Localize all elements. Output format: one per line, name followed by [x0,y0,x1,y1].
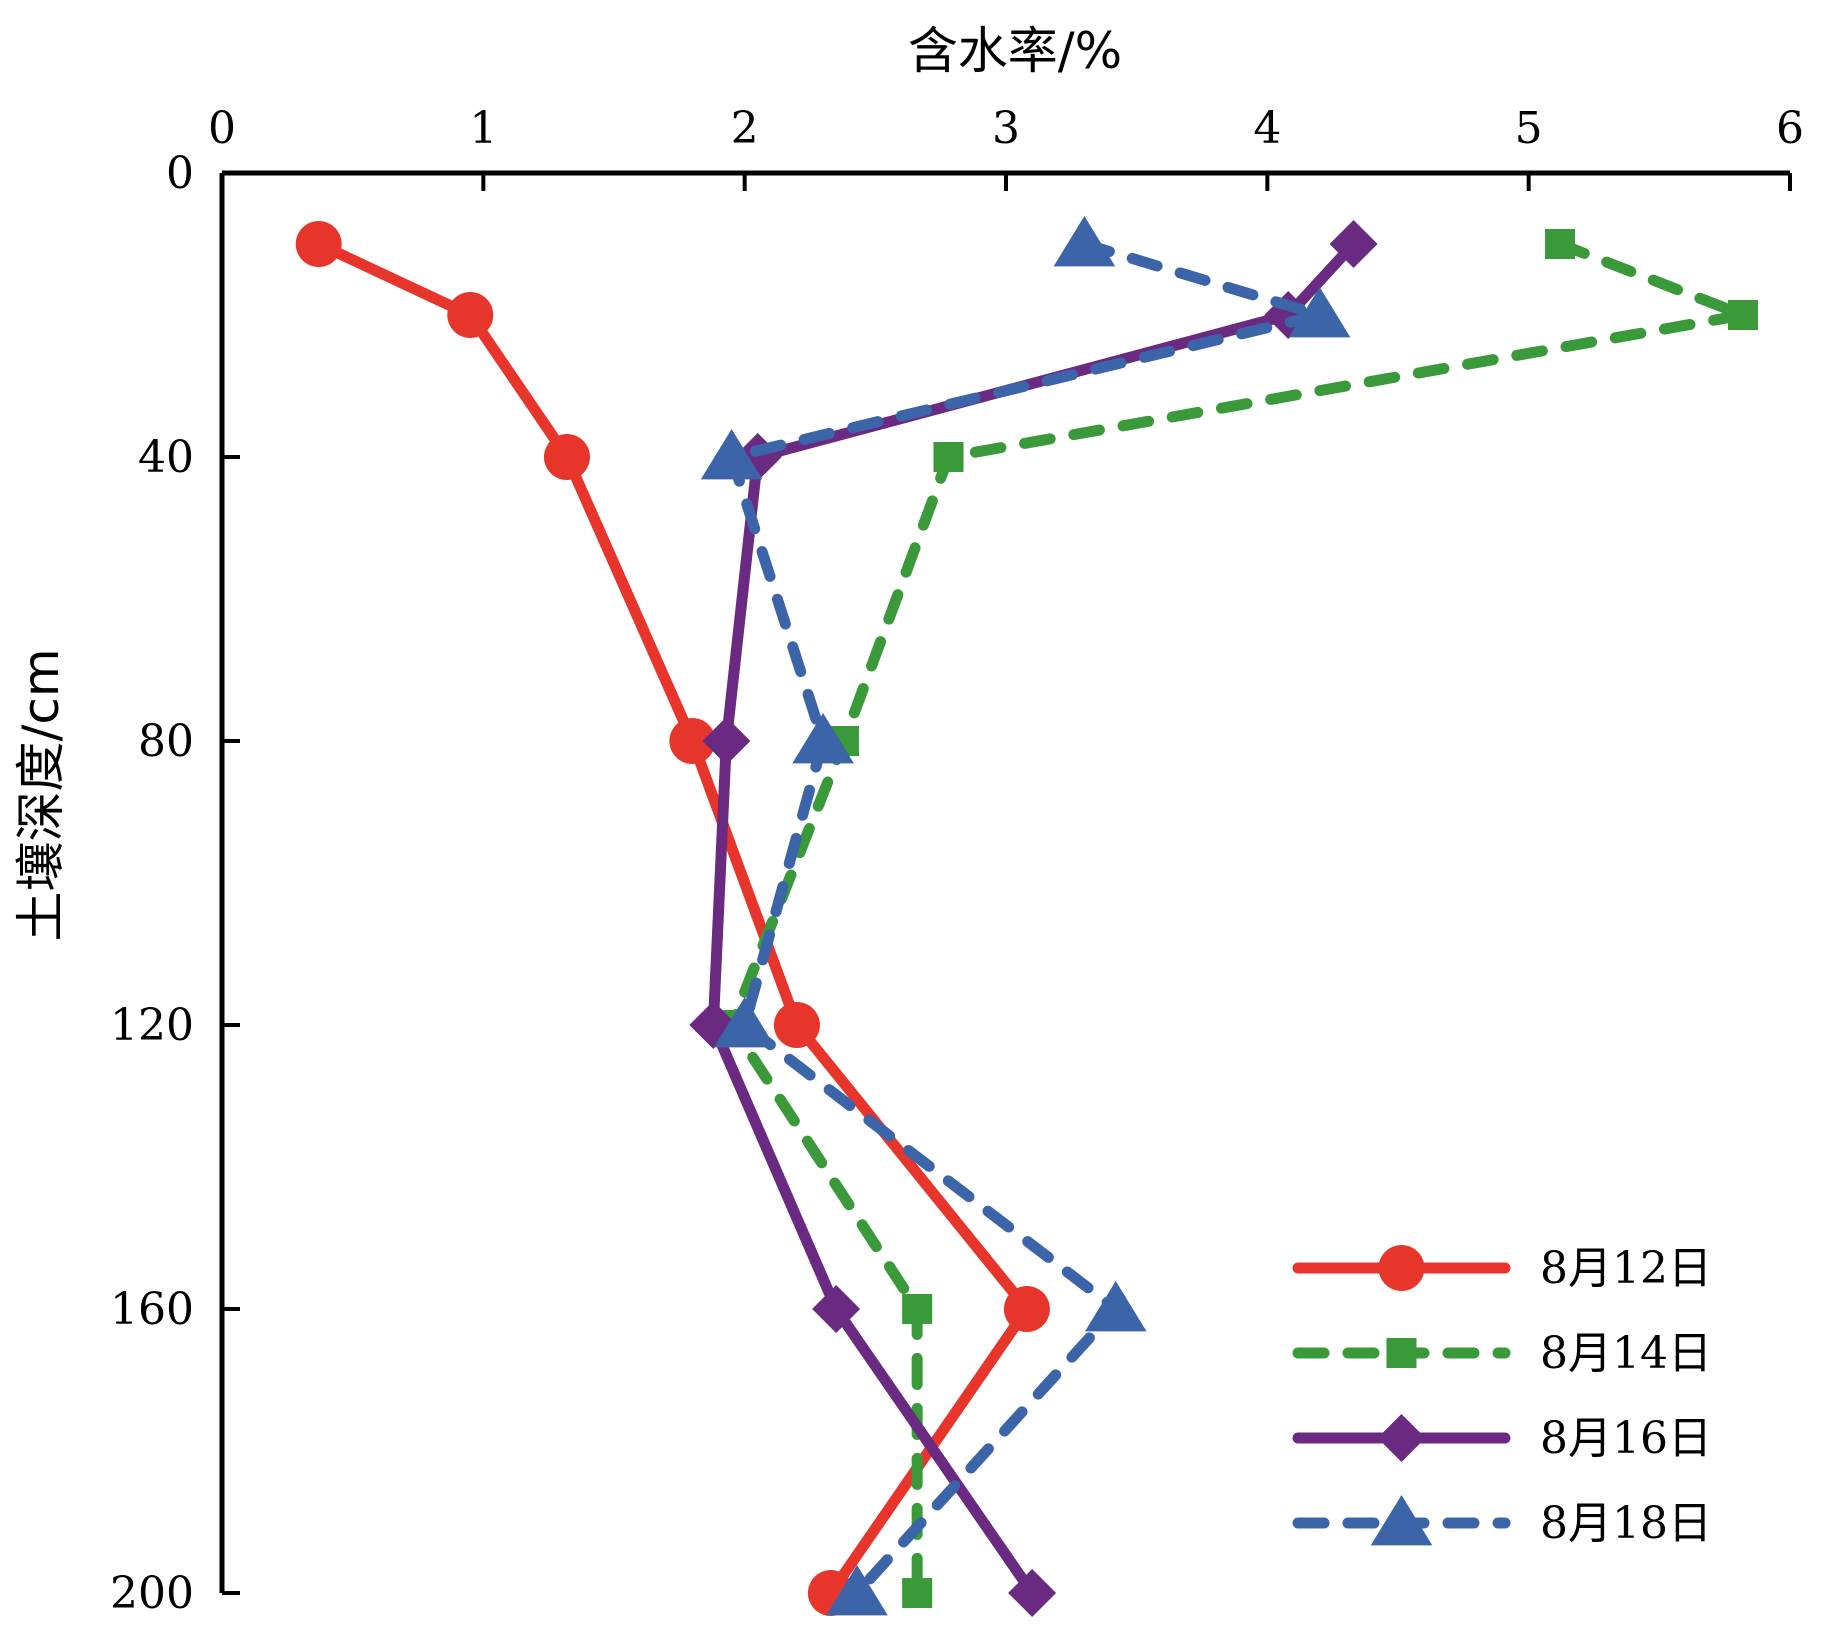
y-tick-label: 40 [138,432,194,483]
series-layer [295,216,1758,1617]
legend-marker [1378,1245,1425,1291]
legend-label: 8月18日 [1540,1498,1712,1549]
series-3 [689,220,1378,1617]
legend-entry: 8月14日 [1292,1328,1712,1379]
data-point [1003,1286,1050,1332]
series-1 [295,221,1050,1616]
legend-marker [1386,1338,1417,1368]
series-line [313,238,1033,1599]
x-tick-label: 3 [992,103,1020,154]
data-point [543,434,590,480]
x-tick-label: 2 [731,103,759,154]
data-point [826,1565,888,1616]
y-tick-label: 200 [110,1568,194,1619]
data-point [1053,216,1116,267]
y-tick-label: 160 [110,1284,194,1335]
data-point [1084,1281,1147,1332]
axes: 0 1 2 3 4 5 6 0 40 80 120 160 200 [110,103,1804,1619]
data-point [700,429,763,480]
data-point [1545,229,1576,259]
y-tick-label: 120 [110,1000,194,1051]
legend-marker [1370,1495,1433,1546]
legend-label: 8月14日 [1540,1328,1712,1379]
data-point [902,1294,933,1324]
legend-marker [1377,1414,1426,1462]
data-point [1288,287,1351,338]
data-point [902,1578,933,1608]
data-point [669,718,716,764]
y-tick-label: 80 [138,716,194,767]
data-point [447,292,494,338]
data-point [933,442,964,472]
series-line [726,238,1749,1599]
data-point [1008,1569,1057,1617]
x-tick-label: 1 [469,103,497,154]
legend-entry: 8月16日 [1292,1413,1712,1464]
data-point [702,717,751,765]
data-point [1727,300,1758,330]
legend-entry: 8月18日 [1292,1495,1712,1549]
series-4 [700,216,1351,1616]
series-2 [716,229,1758,1608]
y-tick-label: 0 [166,148,194,199]
data-point [295,221,342,267]
x-tick-label: 5 [1515,103,1543,154]
data-point [773,1002,820,1048]
x-tick-label: 0 [208,103,236,154]
data-point [1329,220,1378,268]
data-point [792,713,854,764]
x-tick-label: 6 [1776,103,1804,154]
legend-label: 8月16日 [1540,1413,1712,1464]
legend-label: 8月12日 [1540,1243,1712,1294]
legend: 8月12日 8月14日 8月16日 8月18日 [1292,1243,1712,1549]
data-point [812,1285,861,1333]
legend-entry: 8月12日 [1292,1243,1712,1294]
data-point [713,997,776,1048]
x-tick-label: 4 [1253,103,1281,154]
y-axis-title: 土壤深度/cm [12,648,70,941]
x-axis-title: 含水率/% [908,22,1122,80]
